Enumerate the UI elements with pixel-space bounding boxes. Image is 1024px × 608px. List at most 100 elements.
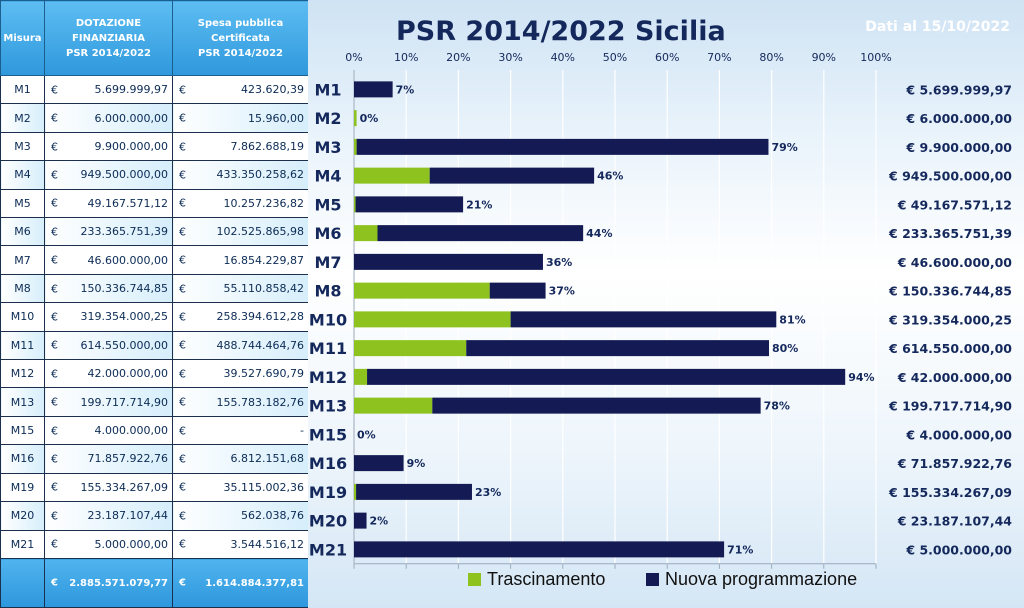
bar-trascinamento [354,225,378,242]
bar-trascinamento [354,138,357,155]
currency-symbol: € [51,480,58,494]
bar-trascinamento [354,340,467,357]
spesa-cell: €3.544.516,12 [172,529,309,559]
bar-nuova-programmazione [432,397,761,414]
dotazione-label: € 71.857.922,76 [897,456,1013,471]
currency-symbol: € [179,282,186,296]
dotazione-label: € 23.187.107,44 [897,514,1013,529]
currency-symbol: € [179,537,186,551]
spesa-value: 10.257.236,82 [223,196,304,210]
dotazione-value: 46.600.000,00 [87,253,168,267]
data-label: 78% [764,400,790,413]
x-tick-label: 10% [394,51,418,64]
measure-code: M13 [0,387,45,417]
dotazione-cell: €9.900.000,00 [44,131,173,162]
measure-code: M5 [0,188,45,219]
spesa-cell: €488.744.464,76 [172,330,309,361]
category-label: M15 [309,425,347,444]
currency-symbol: € [51,140,58,154]
spesa-value: 488.744.464,76 [216,338,304,352]
x-tick-label: 80% [759,51,783,64]
category-label: M7 [314,253,341,272]
currency-symbol: € [179,310,186,324]
spesa-value: 15.960,00 [248,111,304,125]
header-spesa-line: Spesa pubblica [197,17,284,29]
table-row: M5 €49.167.571,12 €10.257.236,82 [0,188,309,219]
category-label: M1 [314,80,341,99]
x-tick-label: 60% [655,51,679,64]
table-row: M21 €5.000.000,00 €3.544.516,12 [0,529,309,559]
spesa-value: 433.350.258,62 [216,168,304,182]
dotazione-value: 23.187.107,44 [87,509,168,523]
dotazione-label: € 4.000.000,00 [905,427,1012,442]
table-header-row: Misura DOTAZIONE FINANZIARIA PSR 2014/20… [0,0,309,76]
header-spesa-line: PSR 2014/2022 [197,47,284,59]
dotazione-value: 614.550.000,00 [80,338,168,352]
data-label: 37% [549,285,575,298]
measure-code: M2 [0,103,45,133]
dotazione-cell: €949.500.000,00 [44,160,173,190]
category-label: M6 [314,224,341,243]
totals-label-cell [0,558,45,608]
dotazione-cell: €5.000.000,00 [44,529,173,559]
spesa-cell: €39.527.690,79 [172,359,309,389]
header-misura: Misura [0,0,45,76]
data-label: 46% [597,170,623,183]
bar-trascinamento [354,110,357,127]
dotazione-label: € 614.550.000,00 [888,341,1012,356]
dotazione-value: 319.354.000,25 [80,310,168,324]
data-label: 94% [848,371,874,384]
measure-code: M3 [0,131,45,162]
dotazione-label: € 5.699.999,97 [905,82,1012,97]
measure-code: M11 [0,330,45,361]
currency-symbol: € [51,367,58,381]
spesa-cell: €7.862.688,19 [172,131,309,162]
table-row: M4 €949.500.000,00 €433.350.258,62 [0,160,309,190]
spesa-cell: €433.350.258,62 [172,160,309,190]
spesa-value: 423.620,39 [241,83,304,97]
currency-symbol: € [179,111,186,125]
table-row: M13 €199.717.714,90 €155.783.182,76 [0,387,309,417]
currency-symbol: € [179,395,186,409]
spesa-value: - [300,424,304,438]
spesa-cell: €102.525.865,98 [172,217,309,247]
currency-symbol: € [51,310,58,324]
table-row: M12 €42.000.000,00 €39.527.690,79 [0,359,309,389]
bar-trascinamento [354,483,357,500]
x-tick-label: 50% [603,51,627,64]
chart-title: PSR 2014/2022 Sicilia [396,16,726,47]
data-label: 23% [475,486,501,499]
dotazione-cell: €319.354.000,25 [44,302,173,332]
dotazione-value: 150.336.744,85 [80,282,168,296]
spesa-cell: €155.783.182,76 [172,387,309,417]
dotazione-label: € 42.000.000,00 [897,370,1013,385]
dotazione-label: € 46.600.000,00 [897,255,1013,270]
bar-trascinamento [354,282,490,299]
legend-item-trascinamento: Trascinamento [468,569,605,590]
dotazione-cell: €199.717.714,90 [44,387,173,417]
x-tick-label: 20% [446,51,470,64]
x-tick-label: 40% [551,51,575,64]
data-label: 80% [772,342,798,355]
table-body: M1 €5.699.999,97 €423.620,39 M2 €6.000.000,0… [0,74,309,559]
spesa-cell: €6.812.151,68 [172,444,309,474]
x-tick-label: 100% [860,51,891,64]
chart-panel: PSR 2014/2022 Sicilia Dati al 15/10/2022… [308,0,1024,608]
dotazione-label: € 150.336.744,85 [888,284,1012,299]
bar-trascinamento [354,311,511,328]
bar-trascinamento [354,368,368,385]
bar-nuova-programmazione [354,81,393,98]
header-spesa-line: Certificata [211,32,270,44]
header-dotazione: DOTAZIONE FINANZIARIA PSR 2014/2022 [44,0,173,76]
bar-nuova-programmazione [356,138,769,155]
spesa-value: 6.812.151,68 [230,452,304,466]
bar-nuova-programmazione [489,282,546,299]
dotazione-cell: €49.167.571,12 [44,188,173,219]
data-label: 0% [360,112,379,125]
table-row: M8 €150.336.744,85 €55.110.858,42 [0,273,309,304]
currency-symbol: € [51,537,58,551]
currency-symbol: € [179,225,186,239]
category-label: M16 [309,454,347,473]
data-label: 21% [466,198,492,211]
dotazione-cell: €614.550.000,00 [44,330,173,361]
